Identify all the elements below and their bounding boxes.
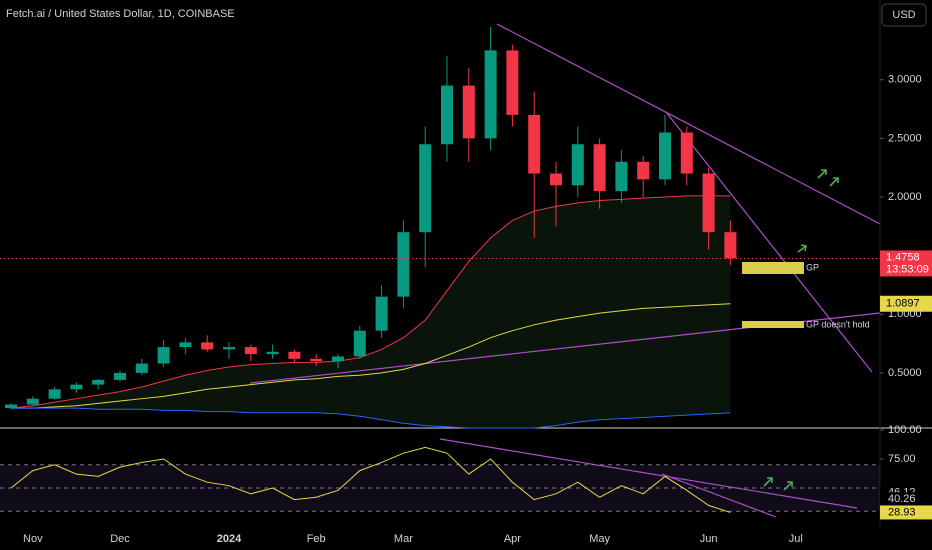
- overlay-line: [11, 303, 731, 409]
- candle-body: [179, 342, 192, 348]
- rsi-tick-label: 100.00: [888, 424, 922, 436]
- candle-body: [26, 398, 39, 405]
- candle-body: [244, 347, 257, 355]
- candle-body: [528, 114, 541, 174]
- rsi-last-box: [880, 505, 932, 520]
- candle-body: [266, 351, 279, 355]
- y-tick-label: 2.5000: [888, 132, 922, 144]
- trendline: [496, 23, 881, 225]
- gp-box: [742, 262, 804, 274]
- candle-body: [637, 161, 650, 180]
- countdown: 13:53:09: [886, 263, 929, 275]
- candle-body: [375, 296, 388, 331]
- x-tick-label: Dec: [110, 533, 130, 545]
- rsi-tick-label: 75.00: [888, 453, 916, 465]
- trendline: [439, 438, 858, 509]
- x-tick-label: Apr: [504, 533, 521, 545]
- candle-body: [223, 347, 235, 350]
- candle-body: [397, 232, 410, 297]
- last-price-box: [880, 250, 932, 277]
- trendline: [665, 111, 873, 373]
- candle-body: [5, 404, 17, 409]
- rsi-level-box: [880, 492, 932, 507]
- candle-body: [593, 144, 606, 192]
- x-tick-label: Jul: [789, 533, 803, 545]
- candle-body: [114, 372, 126, 380]
- candle-body: [484, 50, 497, 139]
- candle-body: [550, 173, 562, 186]
- overlay-line: [11, 407, 731, 429]
- x-tick-label: 2024: [217, 533, 242, 545]
- x-tick-label: Feb: [307, 533, 326, 545]
- overlay-value-label: 1.0897: [886, 298, 920, 310]
- candle-body: [680, 132, 693, 174]
- candle-body: [702, 173, 715, 233]
- y-tick-label: 0.5000: [888, 367, 922, 379]
- candle-body: [288, 351, 301, 359]
- candle-body: [462, 85, 475, 139]
- candle-body: [615, 161, 628, 192]
- y-tick-label: 3.0000: [888, 74, 922, 86]
- annotation: GP doesn't hold: [806, 319, 870, 329]
- candle-body: [353, 330, 366, 357]
- candle-body: [92, 379, 105, 385]
- rsi-last-label: 28.93: [888, 506, 916, 518]
- candle-body: [201, 342, 214, 350]
- candle-body: [48, 389, 61, 399]
- candle-body: [419, 144, 432, 233]
- candle-body: [310, 358, 323, 362]
- x-tick-label: Nov: [23, 533, 43, 545]
- trendline: [661, 473, 777, 518]
- candle-body: [157, 347, 170, 364]
- x-tick-label: Jun: [700, 533, 718, 545]
- candle-body: [571, 144, 584, 186]
- overlay-line: [10, 195, 731, 409]
- candle-body: [332, 356, 344, 362]
- candle-body: [135, 363, 148, 373]
- candle-body: [506, 50, 519, 115]
- rsi-level-label: 40.26: [888, 493, 916, 505]
- chart-title: Fetch.ai / United States Dollar, 1D, COI…: [6, 8, 235, 20]
- overlay-value-box: [880, 295, 932, 312]
- candle-body: [659, 132, 671, 180]
- candle-body: [724, 232, 737, 259]
- arrows: [763, 169, 839, 491]
- rsi-line: [10, 446, 731, 513]
- y-tick-label: 2.0000: [888, 191, 922, 203]
- x-tick-label: May: [589, 533, 610, 545]
- band-fill: [11, 195, 731, 428]
- currency-label: USD: [892, 9, 915, 21]
- annotation: GP: [806, 262, 819, 272]
- currency-button[interactable]: [881, 3, 927, 27]
- last-price-label: 1.4758: [886, 251, 920, 263]
- x-tick-label: Mar: [394, 533, 413, 545]
- gp-box: [742, 321, 804, 328]
- candle-body: [441, 85, 453, 145]
- candle-body: [70, 384, 83, 390]
